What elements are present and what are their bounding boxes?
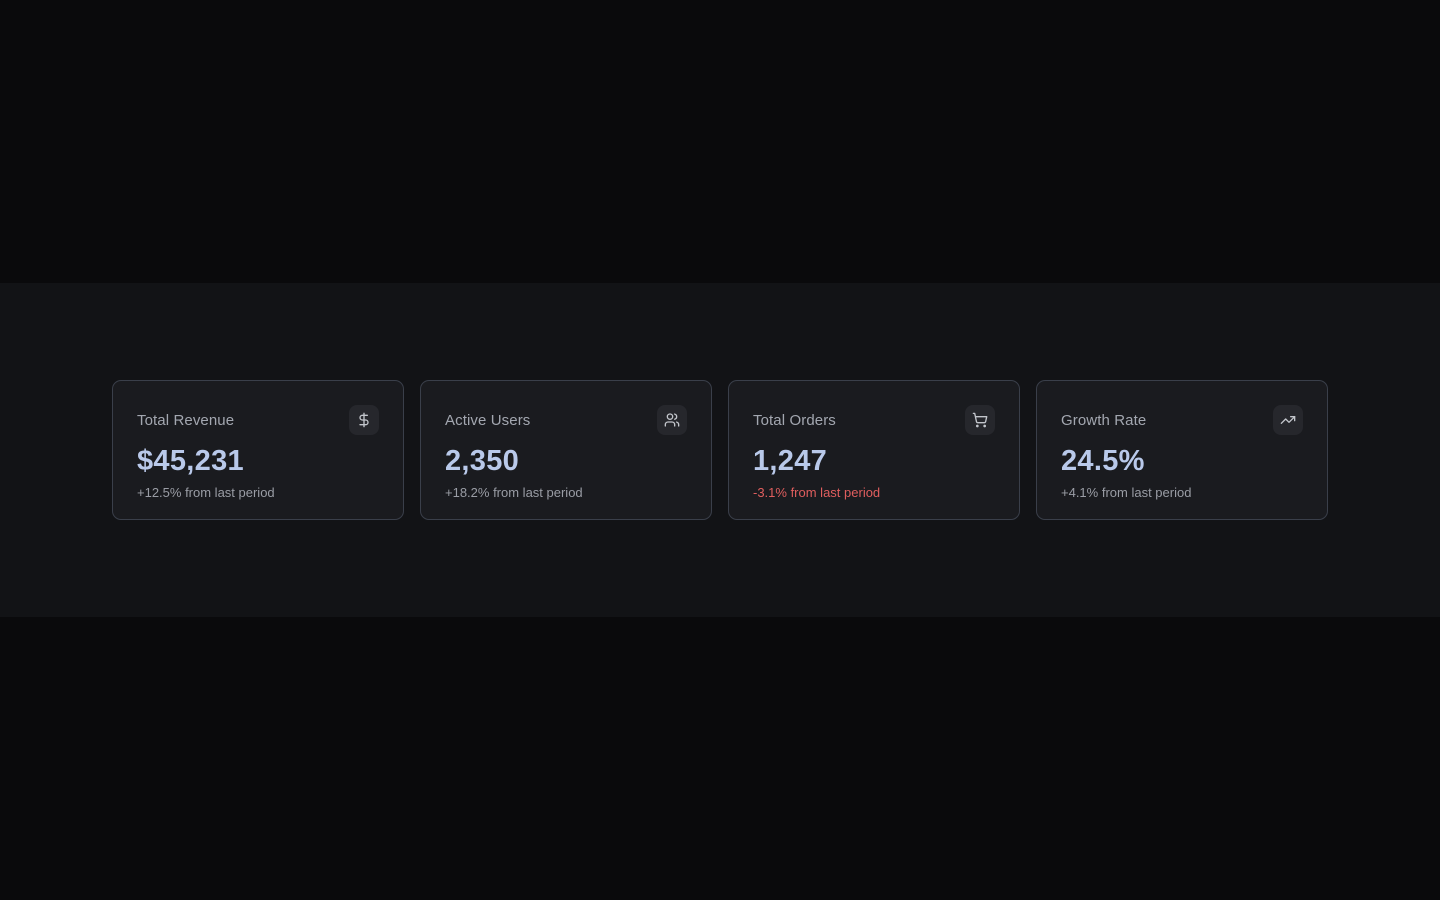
card-header: Total Revenue (137, 405, 379, 435)
card-header: Growth Rate (1061, 405, 1303, 435)
card-header: Active Users (445, 405, 687, 435)
card-value: 1,247 (753, 445, 828, 477)
stats-section: Total Revenue $45,231 +12.5% from last p… (0, 283, 1440, 617)
trending-up-icon-button[interactable] (1273, 405, 1303, 435)
card-title: Active Users (445, 411, 531, 429)
top-empty-area (0, 0, 1440, 283)
card-title: Growth Rate (1061, 411, 1147, 429)
stats-grid: Total Revenue $45,231 +12.5% from last p… (112, 380, 1328, 520)
card-value: $45,231 (137, 445, 244, 477)
users-icon (664, 413, 680, 427)
card-change: +4.1% from last period (1061, 485, 1192, 500)
card-value: 2,350 (445, 445, 520, 477)
stat-card-growth-rate: Growth Rate 24.5% +4.1% from last period (1036, 380, 1328, 520)
shopping-cart-icon (972, 412, 988, 428)
trending-up-icon (1280, 416, 1296, 424)
card-change: +18.2% from last period (445, 485, 583, 500)
users-icon-button[interactable] (657, 405, 687, 435)
card-change: +12.5% from last period (137, 485, 275, 500)
stat-card-total-revenue: Total Revenue $45,231 +12.5% from last p… (112, 380, 404, 520)
card-title: Total Revenue (137, 411, 235, 429)
card-header: Total Orders (753, 405, 995, 435)
dollar-sign-icon-button[interactable] (349, 405, 379, 435)
stat-card-total-orders: Total Orders 1,247 -3.1% from last perio… (728, 380, 1020, 520)
card-change: -3.1% from last period (753, 485, 881, 500)
card-title: Total Orders (753, 411, 836, 429)
dollar-sign-icon (359, 412, 369, 428)
shopping-cart-icon-button[interactable] (965, 405, 995, 435)
card-value: 24.5% (1061, 445, 1145, 477)
stat-card-active-users: Active Users 2,350 +18.2% from last peri… (420, 380, 712, 520)
